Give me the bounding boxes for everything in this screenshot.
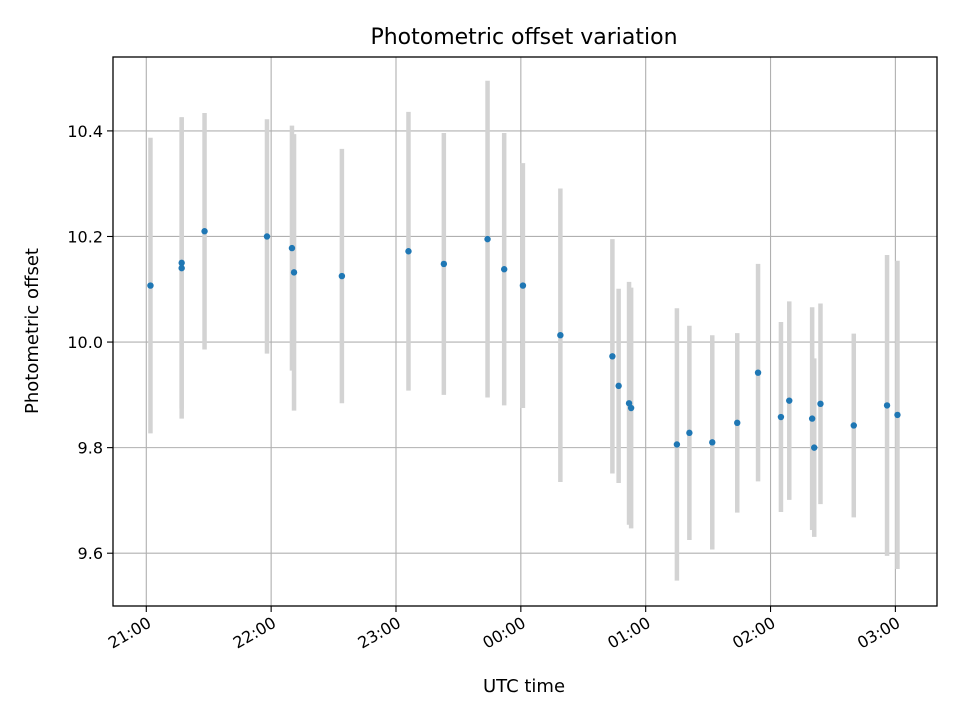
data-point xyxy=(883,402,891,409)
data-point xyxy=(754,369,762,376)
y-tick-label: 9.6 xyxy=(78,544,103,563)
data-point xyxy=(178,264,185,272)
data-point xyxy=(338,272,346,280)
data-point xyxy=(850,422,857,429)
data-point xyxy=(484,235,491,243)
data-point xyxy=(178,259,185,267)
data-point xyxy=(811,444,818,451)
data-point xyxy=(786,397,793,404)
data-point xyxy=(500,266,508,273)
data-point xyxy=(709,439,716,446)
data-point xyxy=(615,382,622,390)
y-tick-label: 10.4 xyxy=(67,122,103,141)
data-point xyxy=(263,233,271,240)
data-point xyxy=(808,415,816,422)
data-point xyxy=(777,413,785,421)
x-axis-label: UTC time xyxy=(483,676,565,697)
y-tick-label: 9.8 xyxy=(78,439,103,458)
chart-title: Photometric offset variation xyxy=(370,25,677,50)
point-layer xyxy=(147,228,901,451)
data-point xyxy=(557,331,564,339)
data-point xyxy=(627,404,635,412)
data-point xyxy=(609,353,616,360)
data-point xyxy=(686,429,693,437)
data-point xyxy=(817,400,824,408)
data-point xyxy=(201,228,208,235)
data-point xyxy=(673,441,681,448)
data-point xyxy=(894,411,901,419)
data-point xyxy=(288,244,296,252)
data-point xyxy=(519,282,527,289)
y-tick-label: 10.0 xyxy=(67,333,103,352)
data-point xyxy=(405,248,412,255)
data-point xyxy=(147,282,154,289)
y-axis-label: Photometric offset xyxy=(22,248,43,414)
data-point xyxy=(734,419,741,427)
data-point xyxy=(290,269,298,276)
data-point xyxy=(440,260,448,268)
y-tick-label: 10.2 xyxy=(67,227,103,246)
plot-frame xyxy=(112,56,938,607)
